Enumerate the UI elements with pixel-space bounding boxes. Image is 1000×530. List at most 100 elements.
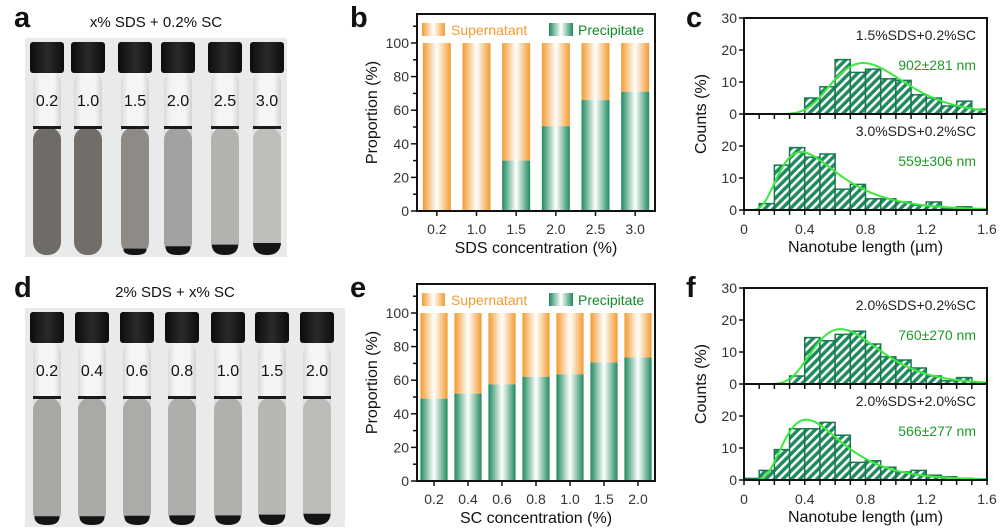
x-tick-label: 0.2 xyxy=(424,491,444,507)
bar-precipitate xyxy=(522,376,550,481)
y-tick-label: 0 xyxy=(401,473,409,489)
histogram-bar xyxy=(834,434,852,481)
y-tick-label: 20 xyxy=(721,42,737,58)
bar-supernatant xyxy=(488,313,516,385)
bar-precipitate xyxy=(502,160,531,211)
tube-cap xyxy=(118,42,152,73)
y-tick-label: 10 xyxy=(721,344,737,360)
tube-meniscus xyxy=(78,396,106,399)
bar-supernatant xyxy=(522,313,550,377)
tube-cap xyxy=(208,42,242,73)
tube-pellet xyxy=(169,515,195,525)
tube-meniscus xyxy=(211,126,239,129)
tube-label: 0.2 xyxy=(36,93,58,110)
x-axis-label: SDS concentration (%) xyxy=(455,240,618,257)
x-tick-label: 2.0 xyxy=(628,491,648,507)
histogram-bar xyxy=(834,333,852,385)
test-tube: 3.0 xyxy=(250,42,284,255)
x-tick-label: 0.2 xyxy=(427,221,447,237)
tube-meniscus xyxy=(253,126,281,129)
x-tick-label: 0.8 xyxy=(856,221,876,237)
photo-panel-d: 2% SDS + x% SC 0.2 0.4 0.6 0.8 1.0 1.5 2.0 xyxy=(25,284,345,527)
tube-pellet xyxy=(79,516,105,525)
tube-liquid xyxy=(74,127,102,255)
panel-letter-f: f xyxy=(686,272,696,304)
plot-frame xyxy=(416,13,656,212)
test-tube: 0.8 xyxy=(165,312,199,525)
tube-label: 1.5 xyxy=(124,93,146,110)
y-tick-label: 30 xyxy=(721,280,737,296)
legend-swatch-precipitate xyxy=(549,293,573,306)
tube-pellet xyxy=(215,515,241,525)
x-tick-label: 0.4 xyxy=(795,491,815,507)
panel-letter-a: a xyxy=(14,2,31,34)
x-tick-label: 0.8 xyxy=(856,491,876,507)
x-tick-label: 1.5 xyxy=(594,491,614,507)
bar-supernatant xyxy=(422,43,451,211)
x-axis-label: SC concentration (%) xyxy=(460,510,612,527)
tube-cap xyxy=(165,312,199,343)
histogram-bar xyxy=(879,356,897,385)
y-tick-label: 20 xyxy=(721,408,737,424)
bar-precipitate xyxy=(590,362,618,481)
histogram-subplot: 0 10 20 2.0%SDS+2.0%SC 566±277 nm xyxy=(721,383,988,488)
histogram-bar xyxy=(864,198,882,211)
y-tick-label: 80 xyxy=(393,339,409,355)
histogram-bar xyxy=(804,428,821,481)
tube-pellet xyxy=(211,244,239,255)
tube-liquid xyxy=(303,397,331,525)
tube-meniscus xyxy=(121,126,149,129)
tube-cap xyxy=(250,42,284,73)
tube-cap xyxy=(30,312,64,343)
tube-meniscus xyxy=(74,126,102,129)
tube-liquid xyxy=(214,397,242,525)
histogram-bar xyxy=(864,460,882,481)
test-tube: 0.6 xyxy=(120,312,154,525)
y-tick-label: 0 xyxy=(729,106,737,122)
x-tick-label: 1.2 xyxy=(917,491,937,507)
test-tube: 1.5 xyxy=(255,312,289,525)
tube-label: 2.0 xyxy=(306,363,328,380)
test-tube: 0.2 xyxy=(30,42,64,255)
histogram-subplot: 0 10 20 3.0%SDS+0.2%SC 559±306 nm xyxy=(721,113,988,218)
tube-liquid xyxy=(123,397,151,525)
panel-letter-c: c xyxy=(686,2,702,34)
histogram-subplot: 0 10 20 30 1.5%SDS+0.2%SC 902±281 nm xyxy=(721,10,988,122)
y-tick-label: 0 xyxy=(729,376,737,392)
tube-label: 2.0 xyxy=(167,93,189,110)
tube-liquid xyxy=(33,397,61,525)
tube-label: 1.0 xyxy=(77,93,99,110)
histogram-bar xyxy=(819,340,836,385)
bar-precipitate xyxy=(581,100,610,211)
x-tick-label: 1.5 xyxy=(506,221,526,237)
bar-supernatant xyxy=(556,313,584,375)
x-tick-label: 0.6 xyxy=(492,491,512,507)
x-tick-label: 0.4 xyxy=(795,221,815,237)
x-tick-label: 1.0 xyxy=(467,221,487,237)
bar-supernatant xyxy=(420,313,448,399)
histogram-bar xyxy=(804,156,821,211)
legend-swatch-precipitate xyxy=(549,23,573,36)
bar-chart-b: 0.2 1.0 1.5 2.0 2.5 3.0 0 20 40 60 80 100 Supernatan… xyxy=(364,13,656,257)
x-tick-label: 2.0 xyxy=(546,221,566,237)
y-tick-label: 0 xyxy=(729,472,737,488)
lognormal-fit-curve xyxy=(754,150,986,211)
tube-pellet xyxy=(124,515,150,525)
test-tube: 0.2 xyxy=(30,312,64,525)
bar-precipitate xyxy=(624,357,652,481)
y-tick-label: 60 xyxy=(393,372,409,388)
bar-precipitate xyxy=(621,91,650,211)
histogram-bar xyxy=(819,86,836,115)
histogram-bar xyxy=(895,359,912,385)
tube-cap xyxy=(30,42,64,73)
photo-panel-a: x% SDS + 0.2% SC 0.2 1.0 1.5 2.0 2.5 3.0 xyxy=(25,14,287,257)
y-tick-label: 0 xyxy=(729,202,737,218)
tube-cap xyxy=(211,312,245,343)
y-axis-label: Counts (%) xyxy=(693,74,710,154)
tube-pellet xyxy=(258,514,286,525)
bar-precipitate xyxy=(556,374,584,481)
tube-cap xyxy=(75,312,109,343)
histogram-bar xyxy=(849,461,867,481)
y-tick-label: 10 xyxy=(721,74,737,90)
